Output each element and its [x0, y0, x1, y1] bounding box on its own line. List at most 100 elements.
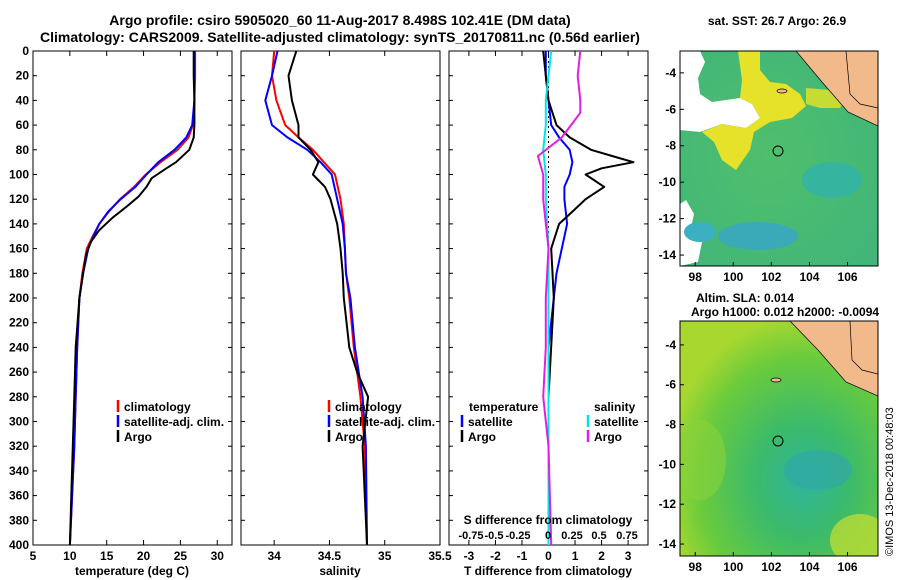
lon-tick-label: 100: [723, 560, 743, 574]
difference-top-ticklabels: -0.75 -0.5 -0.25 0 0.25 0.5 0.75: [458, 530, 637, 542]
depth-tick-label: 240: [9, 340, 29, 354]
difference-xlabel: T difference from climatology: [464, 564, 632, 578]
legend-s-argo: Argo: [594, 430, 622, 444]
lat-tick-label: -4: [665, 66, 676, 80]
s-tick-label: -0.5: [485, 530, 504, 542]
depth-tick-label: 80: [16, 143, 30, 157]
lon-tick-label: 102: [761, 560, 781, 574]
sla-land-sumatra: [736, 321, 878, 397]
sla-map: Altim. SLA: 0.014 Argo h1000: 0.012 h200…: [659, 291, 880, 574]
lon-tick-label: 100: [723, 270, 743, 284]
depth-tick-label: 340: [9, 464, 29, 478]
depth-tick-label: 60: [16, 118, 30, 132]
depth-tick-label: 120: [9, 192, 29, 206]
depth-tick-label: 40: [16, 93, 30, 107]
legend-satellite: satellite-adj. clim.: [124, 415, 224, 429]
s-tick-label: 0.25: [561, 530, 582, 542]
difference-legend-temperature: temperature satellite Argo: [460, 400, 539, 444]
sst-warm-patch: [702, 51, 806, 170]
lat-tick-label: -8: [665, 418, 676, 432]
difference-ticks: -3 -2 -1 0 1 2 3: [464, 51, 632, 563]
s-tick-label: 0.5: [591, 530, 606, 542]
s-tick-label: 0: [545, 530, 551, 542]
series-climatology: [68, 51, 197, 545]
legend-s-satellite: satellite: [594, 415, 639, 429]
sla-land-java: [849, 321, 878, 375]
x-tick-label: 25: [174, 549, 188, 563]
x-tick-label: 2: [598, 549, 605, 563]
x-tick-label: 3: [625, 549, 632, 563]
sst-land-sumatra: [744, 51, 878, 127]
s-tick-label: -0.25: [505, 530, 530, 542]
salinity-ticks: 34 34.5 35 35.5: [267, 51, 452, 563]
imos-credit: ©IMOS 13-Dec-2018 00:48:03: [884, 407, 896, 556]
temperature-ticks: 5 10 15 20 25 30: [30, 51, 224, 563]
depth-tick-label: 100: [9, 168, 29, 182]
sst-no-data-area: [680, 51, 760, 132]
depth-tick-label: 0: [22, 44, 29, 58]
sst-argo-marker: [772, 145, 784, 157]
depth-tick-label: 280: [9, 390, 29, 404]
salinity-panel: 34 34.5 35 35.5 salinity climatology satell…: [240, 50, 452, 578]
series-satellite-adj-clim-: [68, 51, 196, 545]
temperature-xlabel: temperature (deg C): [75, 564, 189, 578]
salinity-xlabel: salinity: [319, 564, 361, 578]
series-climatology: [271, 51, 368, 545]
depth-tick-label: 140: [9, 217, 29, 231]
series-t-argo: [542, 51, 635, 545]
sla-low-patch: [784, 450, 852, 490]
x-tick-label: 10: [63, 549, 77, 563]
lon-tick-label: 104: [799, 560, 819, 574]
legend-satellite: satellite-adj. clim.: [335, 415, 435, 429]
legend-t-satellite: satellite: [468, 415, 513, 429]
x-tick-label: 1: [572, 549, 579, 563]
series-s-argo: [536, 51, 582, 545]
salinity-lines: [264, 51, 370, 545]
sla-island: [770, 377, 782, 383]
series-argo: [68, 51, 196, 545]
legend-t-argo: Argo: [468, 430, 496, 444]
depth-tick-label: 220: [9, 316, 29, 330]
x-tick-label: -1: [517, 549, 528, 563]
difference-panel: -3 -2 -1 0 1 2 3 S difference from climatology…: [448, 50, 649, 578]
sla-map-ticks: 98 100 102 104 106 -4 -6 -8 -10 -12 -14: [659, 338, 858, 574]
temperature-panel: 0 20 40 60 80 100 120 140 160 180 200 220 240 260 280 3…: [9, 44, 233, 578]
lon-tick-label: 104: [799, 270, 819, 284]
depth-tick-label: 20: [16, 69, 30, 83]
depth-tick-label: 160: [9, 242, 29, 256]
lat-tick-label: -14: [659, 537, 677, 551]
lat-tick-label: -6: [665, 102, 676, 116]
salinity-axes-frame: [240, 50, 441, 546]
lon-tick-label: 102: [761, 270, 781, 284]
sla-map-title: Altim. SLA: 0.014: [696, 291, 794, 305]
salinity-depth-ticks: [241, 50, 440, 546]
lat-tick-label: -14: [659, 248, 677, 262]
sla-high-patch: [680, 420, 726, 500]
depth-tick-label: 260: [9, 365, 29, 379]
sst-land-java: [845, 51, 878, 109]
legend-climatology: climatology: [335, 400, 402, 414]
lat-tick-label: -10: [659, 457, 677, 471]
sst-map-ticks: 98 100 102 104 106 -4 -6 -8 -10 -12 -14: [659, 66, 858, 284]
series-s-satellite: [542, 51, 553, 545]
x-tick-label: 0: [545, 549, 552, 563]
sst-island: [776, 88, 788, 94]
x-tick-label: 20: [137, 549, 151, 563]
chart-title-line1: Argo profile: csiro 5905020_60 11-Aug-20…: [109, 12, 571, 28]
difference-lines: [536, 51, 635, 545]
depth-tick-label: 380: [9, 513, 29, 527]
difference-legend-salinity: salinity satellite Argo: [586, 400, 639, 444]
depth-tick-label: 320: [9, 439, 29, 453]
lon-tick-label: 98: [689, 560, 703, 574]
sst-map-title: sat. SST: 26.7 Argo: 26.9: [708, 14, 847, 28]
x-tick-label: 35: [378, 549, 392, 563]
x-tick-label: -3: [464, 549, 475, 563]
sst-map-frame: [679, 50, 879, 267]
legend-salinity-title: salinity: [594, 400, 636, 414]
lat-tick-label: -12: [659, 212, 677, 226]
temperature-axes-frame: [32, 50, 233, 546]
chart-title-line2: Climatology: CARS2009. Satellite-adjuste…: [40, 29, 640, 45]
lat-tick-label: -8: [665, 139, 676, 153]
sst-cool-patch: [684, 222, 716, 242]
